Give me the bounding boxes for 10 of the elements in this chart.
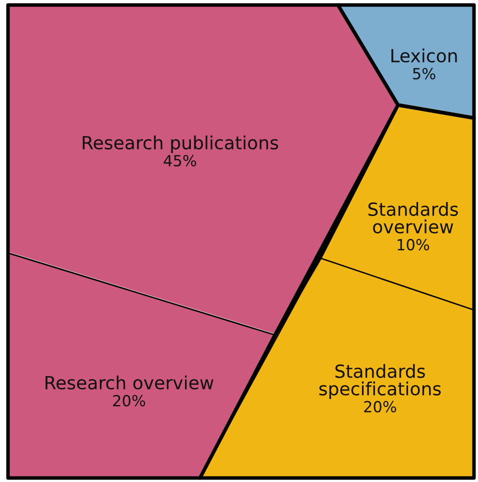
category-label: Research overview [46, 376, 214, 390]
data-label: 5% [413, 68, 436, 80]
category-label: Standards specifications [319, 364, 441, 399]
category-label: Research publications [82, 136, 278, 153]
data-label: 45% [164, 154, 196, 166]
category-label: Lexicon [391, 48, 457, 62]
data-label: 20% [364, 400, 396, 412]
category-label: Standards overview [368, 202, 458, 234]
data-label: 10% [398, 238, 430, 250]
data-label: 20% [113, 394, 146, 406]
